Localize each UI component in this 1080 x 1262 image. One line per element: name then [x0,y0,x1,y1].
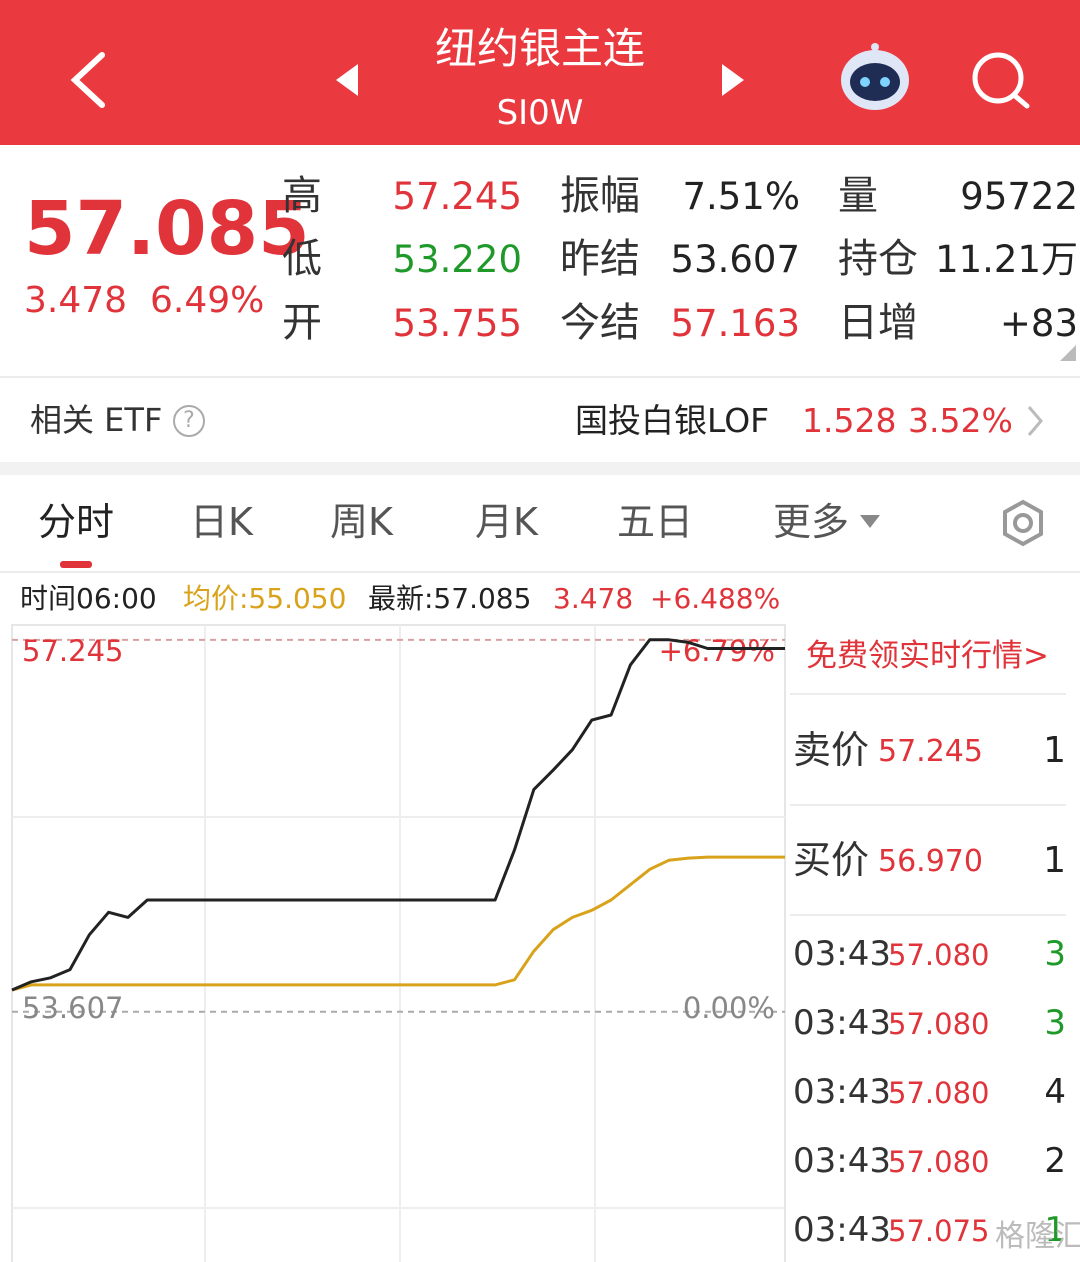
trade-time: 03:43 [793,1141,891,1181]
tab[interactable]: 更多 [773,500,850,544]
trade-volume: 4 [1044,1072,1066,1112]
info-change: 3.478 [553,582,634,615]
divider [790,804,1066,806]
trade-time: 03:43 [793,1072,891,1112]
stat-label: 开 [282,300,322,346]
expand-corner[interactable] [1060,345,1076,361]
quote-label: 卖价 [793,728,870,772]
tab[interactable]: 周K [330,500,393,544]
help-icon[interactable]: ? [173,405,205,437]
tab[interactable]: 月K [475,500,538,544]
more-arrow[interactable] [858,512,882,530]
robot-button[interactable] [841,43,909,110]
stat-value: 53.607 [670,238,800,281]
search-button[interactable] [972,52,1030,109]
gap [0,462,1080,475]
stat-label: 低 [282,236,322,282]
etf-label: 相关 ETF [30,401,163,439]
next-button[interactable] [722,64,744,96]
code: SI0W [496,93,584,133]
stat-value: 11.21万 [935,238,1078,281]
tab[interactable]: 日K [190,500,253,544]
info-avg: 均价:55.050 [183,582,347,615]
trade-time: 03:43 [793,1003,891,1043]
tab-indicator [60,561,92,568]
y-tick-label: 57.245 [22,634,123,668]
pct-label: 0.00% [683,991,775,1025]
trade-price: 57.080 [888,1076,990,1110]
plot-frame [11,624,786,1262]
stat-label: 昨结 [560,236,640,282]
stat-value: 57.163 [670,302,800,345]
divider [0,376,1080,378]
divider [790,693,1066,695]
stat-label: 日增 [838,300,918,346]
prev-button[interactable] [336,64,358,96]
stat-value: 53.755 [392,302,522,345]
trade-price: 57.075 [888,1214,990,1248]
divider [790,914,1066,916]
trade-price: 57.080 [888,1007,990,1041]
quote-label: 买价 [793,838,870,882]
divider [0,571,1080,573]
stat-label: 振幅 [560,173,640,219]
quote-volume: 1 [1043,730,1066,771]
stat-value: +83 [999,302,1078,345]
stat-label: 高 [282,173,322,219]
quote-volume: 1 [1043,840,1066,881]
change: 3.478 [24,280,128,321]
trade-price: 57.080 [888,1145,990,1179]
info-change-pct: +6.488% [650,582,781,615]
realtime-link[interactable]: 免费领实时行情> [806,638,1049,674]
trade-volume: 3 [1044,1003,1066,1043]
trade-volume: 1 [1044,1210,1066,1250]
quote-price: 56.970 [878,844,983,879]
header-icons [70,43,1030,110]
stat-label: 持仓 [838,236,918,282]
trade-volume: 2 [1044,1141,1066,1181]
pct-label: +6.79% [659,634,775,668]
etf-change: 3.52% [908,401,1013,440]
tab[interactable]: 五日 [617,500,694,544]
etf-price: 1.528 [802,401,897,440]
stat-value: 53.220 [392,238,522,281]
trade-time: 03:43 [793,934,891,974]
back-button[interactable] [70,52,105,108]
y-tick-label: 53.607 [22,991,123,1025]
stat-value: 7.51% [682,175,800,218]
trade-price: 57.080 [888,938,990,972]
trade-volume: 3 [1044,934,1066,974]
watermark: 格隆汇 [995,1219,1080,1254]
chart: 57.245 +6.79% 53.607 0.00% [11,624,786,1262]
stat-value: 57.245 [392,175,522,218]
etf-arrow[interactable] [1025,405,1045,437]
series-line [11,855,785,992]
settings-button[interactable] [998,498,1048,548]
stat-label: 量 [838,173,878,219]
stat-value: 95722 [960,175,1078,218]
series-line [11,638,785,992]
change-pct: 6.49% [150,280,265,321]
info-time: 时间06:00 [20,582,157,615]
etf-name[interactable]: 国投白银LOF [575,401,770,440]
tab[interactable]: 分时 [38,500,115,544]
quote-price: 57.245 [878,734,983,769]
stat-label: 今结 [560,300,640,346]
info-latest: 最新:57.085 [368,582,532,615]
last-price: 57.085 [24,186,310,272]
header: 纽约银主连 SI0W [0,0,1080,145]
trade-time: 03:43 [793,1210,891,1250]
title: 纽约银主连 [434,24,645,73]
